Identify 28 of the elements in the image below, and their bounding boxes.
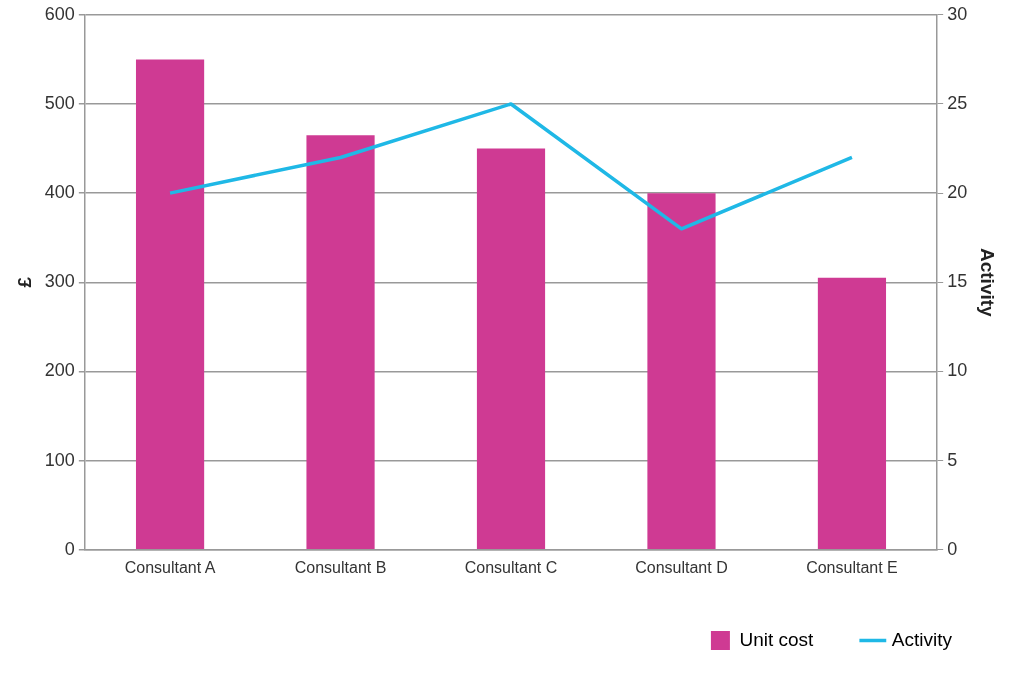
y2-tick-label: 0	[947, 538, 958, 559]
y-tick-label: 300	[44, 271, 75, 292]
y2-axis-title: Activity	[977, 247, 999, 318]
bar	[135, 59, 205, 550]
y2-tick-label: 25	[947, 92, 968, 113]
bar	[476, 148, 546, 550]
y-tick-label: 0	[64, 538, 75, 559]
y-tick-label: 600	[44, 3, 75, 24]
x-tick-label: Consultant D	[635, 558, 728, 576]
y-tick-label: 200	[44, 360, 75, 381]
bar	[647, 193, 716, 550]
y-tick-label: 400	[44, 182, 75, 203]
y-axis-title: £	[13, 276, 35, 288]
y2-tick-label: 30	[947, 3, 968, 24]
y2-tick-label: 15	[947, 271, 968, 292]
bar	[306, 135, 375, 550]
y2-tick-label: 5	[947, 449, 958, 470]
y-tick-label: 500	[44, 92, 75, 113]
y2-tick-label: 20	[947, 182, 968, 203]
y-tick-label: 100	[44, 449, 75, 470]
legend-label: Unit cost	[739, 628, 815, 650]
x-tick-label: Consultant C	[464, 558, 558, 576]
legend-label: Activity	[891, 628, 953, 650]
x-tick-label: Consultant E	[806, 558, 898, 576]
x-tick-label: Consultant B	[294, 558, 387, 576]
x-tick-label: Consultant A	[124, 558, 216, 576]
y2-tick-label: 10	[947, 360, 968, 381]
bar	[817, 277, 887, 550]
